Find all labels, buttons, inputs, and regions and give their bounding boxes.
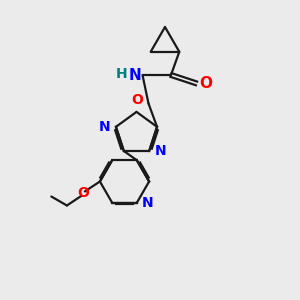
Text: O: O bbox=[199, 76, 212, 91]
Text: N: N bbox=[99, 120, 111, 134]
Text: N: N bbox=[142, 196, 154, 210]
Text: N: N bbox=[128, 68, 141, 82]
Text: O: O bbox=[77, 186, 89, 200]
Text: H: H bbox=[115, 68, 127, 81]
Text: O: O bbox=[131, 93, 143, 107]
Text: N: N bbox=[154, 144, 166, 158]
